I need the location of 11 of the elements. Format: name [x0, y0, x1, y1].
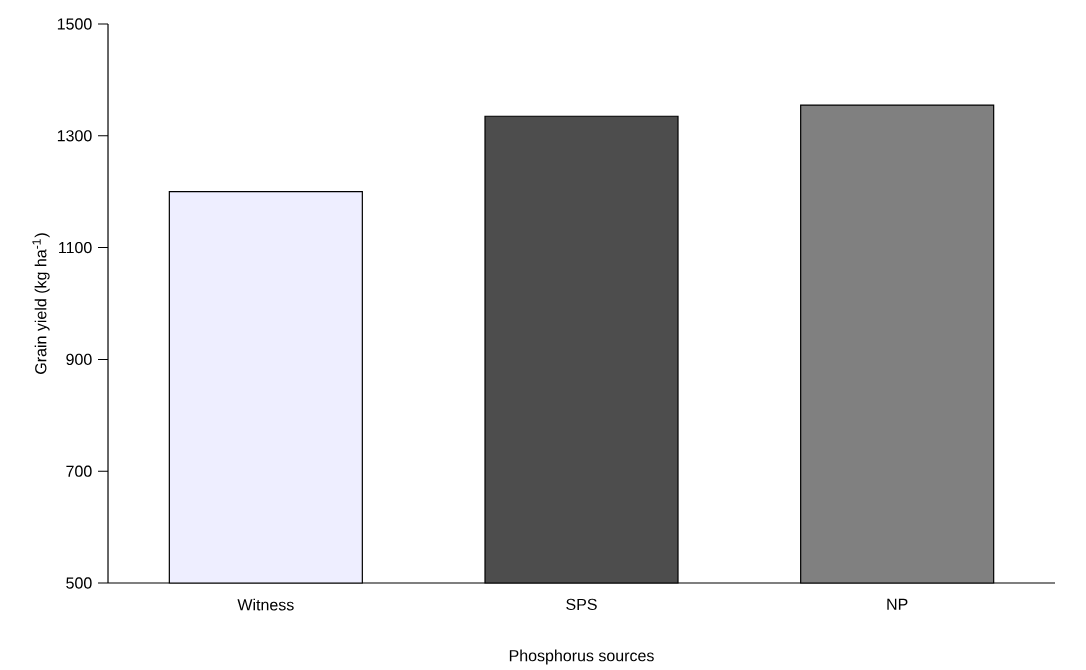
y-tick-label: 900	[66, 353, 92, 366]
x-tick-label: Witness	[237, 598, 294, 611]
y-tick-label: 1100	[59, 242, 92, 254]
x-axis-title: Phosphorus sources	[509, 649, 654, 665]
x-tick-label: NP	[887, 598, 908, 610]
y-tick-label: 1500	[57, 18, 92, 30]
y-tick-label: 1300	[57, 130, 92, 142]
x-tick-label: SPS	[566, 598, 597, 611]
y-tick-label: 700	[66, 465, 92, 477]
y-tick-label: 500	[66, 577, 92, 589]
y-axis-title: Grain yield (kg ha$^{-1}$)	[32, 233, 50, 374]
